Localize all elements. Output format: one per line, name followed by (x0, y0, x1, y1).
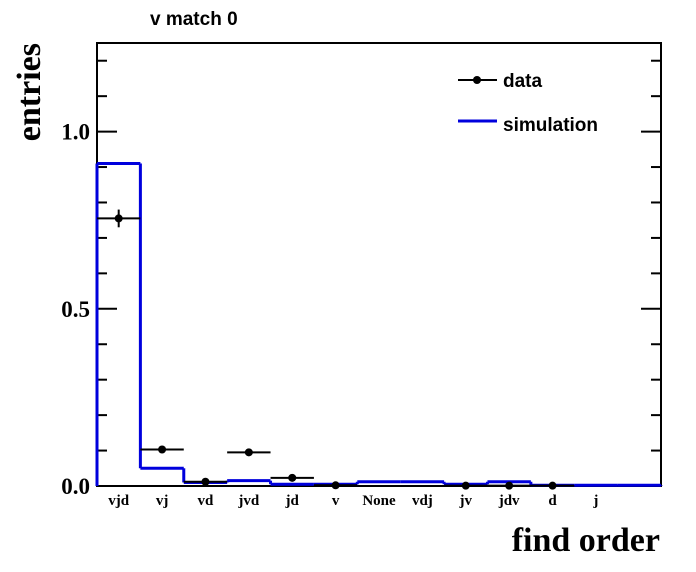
x-tick-label: v (332, 493, 340, 509)
legend-data-label: data (503, 71, 543, 92)
legend: data simulation (458, 71, 598, 136)
data-point (244, 448, 253, 457)
x-tick-label: jd (285, 493, 300, 509)
y-tick-label: 0.5 (61, 297, 90, 322)
y-axis: 0.0 0.5 1.0 (61, 59, 661, 499)
plot-frame (96, 42, 662, 487)
y-tick-label: 1.0 (61, 120, 90, 145)
data-point (461, 481, 470, 490)
data-point (288, 473, 297, 482)
x-tick-label: jv (459, 493, 473, 509)
x-tick-label: j (592, 493, 598, 509)
y-tick-label: 0.0 (61, 474, 90, 499)
x-tick-label: None (362, 493, 396, 509)
data-point (548, 481, 557, 490)
x-tick-label: vdj (412, 493, 433, 509)
data-point (114, 214, 123, 223)
x-tick-label: jvd (237, 493, 259, 509)
data-series (97, 209, 575, 490)
x-tick-label: vd (198, 493, 215, 509)
x-tick-label: d (548, 493, 557, 509)
chart-title: v match 0 (150, 9, 238, 30)
legend-simulation-label: simulation (503, 115, 598, 136)
data-point (201, 477, 210, 486)
legend-data-marker-point (473, 76, 481, 84)
x-axis: vjd vj vd jvd jd v None vdj jv jdv d j (108, 493, 598, 509)
y-axis-title: entries (11, 43, 48, 141)
x-axis-title: find order (512, 522, 660, 559)
data-point (505, 481, 514, 490)
data-point (331, 481, 340, 490)
x-tick-label: vjd (108, 493, 129, 509)
x-tick-label: jdv (498, 493, 520, 509)
simulation-series (95, 161, 663, 487)
data-point (158, 445, 167, 454)
x-tick-label: vj (156, 493, 169, 509)
